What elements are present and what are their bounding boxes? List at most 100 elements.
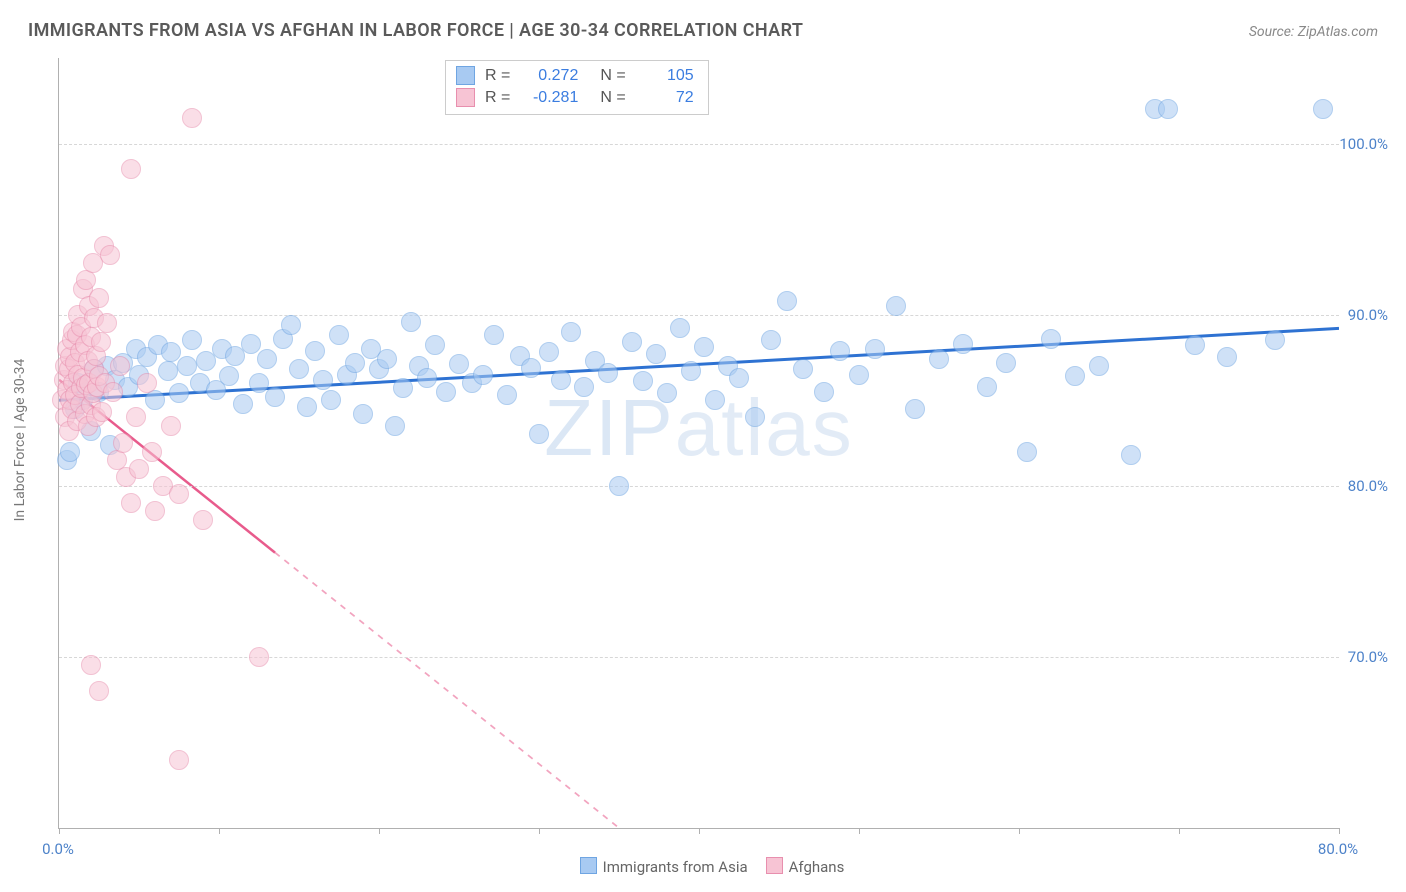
x-tick-label: 0.0%: [42, 840, 74, 858]
data-point: [169, 750, 189, 770]
data-point: [182, 108, 202, 128]
data-point: [241, 334, 261, 354]
legend-swatch: [766, 857, 783, 874]
x-tick: [699, 828, 700, 834]
data-point: [91, 332, 111, 352]
data-point: [89, 681, 109, 701]
stats-row: R = -0.281 N = 72: [456, 87, 694, 109]
data-point: [1065, 366, 1085, 386]
y-tick-label: 70.0%: [1348, 648, 1388, 666]
chart-title: IMMIGRANTS FROM ASIA VS AFGHAN IN LABOR …: [28, 20, 803, 41]
data-point: [103, 382, 123, 402]
data-point: [60, 442, 80, 462]
data-point: [633, 371, 653, 391]
data-point: [219, 366, 239, 386]
data-point: [169, 383, 189, 403]
data-point: [529, 424, 549, 444]
data-point: [1121, 445, 1141, 465]
data-point: [76, 270, 96, 290]
chart-plot-area: ZIPatlas: [58, 58, 1339, 829]
legend-swatch: [456, 88, 475, 107]
data-point: [539, 342, 559, 362]
data-point: [289, 359, 309, 379]
y-tick-label: 100.0%: [1339, 135, 1388, 153]
data-point: [777, 291, 797, 311]
x-tick: [219, 828, 220, 834]
stat-n-value: 72: [636, 87, 694, 109]
y-axis-label: In Labor Force | Age 30-34: [12, 359, 28, 522]
data-point: [169, 484, 189, 504]
data-point: [92, 402, 112, 422]
data-point: [551, 370, 571, 390]
data-point: [377, 349, 397, 369]
data-point: [521, 358, 541, 378]
data-point: [305, 341, 325, 361]
gridline-horizontal: [59, 486, 1339, 487]
watermark: ZIPatlas: [544, 382, 853, 474]
y-tick-label: 80.0%: [1348, 477, 1388, 495]
data-point: [161, 416, 181, 436]
data-point: [830, 341, 850, 361]
data-point: [436, 382, 456, 402]
data-point: [81, 655, 101, 675]
stat-n-label: N =: [600, 87, 625, 109]
gridline-horizontal: [59, 144, 1339, 145]
stat-r-value: 0.272: [520, 65, 578, 87]
data-point: [193, 510, 213, 530]
data-point: [345, 353, 365, 373]
data-point: [449, 354, 469, 374]
data-point: [313, 370, 333, 390]
stat-r-label: R =: [485, 65, 510, 87]
x-tick: [59, 828, 60, 834]
stat-r-label: R =: [485, 87, 510, 109]
data-point: [158, 361, 178, 381]
regression-line-dashed: [275, 553, 619, 828]
data-point: [1158, 99, 1178, 119]
x-tick: [539, 828, 540, 834]
stat-r-value: -0.281: [520, 87, 578, 109]
y-tick-label: 90.0%: [1348, 306, 1388, 324]
x-tick: [1019, 828, 1020, 834]
data-point: [182, 330, 202, 350]
data-point: [142, 442, 162, 462]
data-point: [705, 390, 725, 410]
data-point: [609, 476, 629, 496]
data-point: [401, 312, 421, 332]
data-point: [385, 416, 405, 436]
data-point: [745, 407, 765, 427]
data-point: [849, 365, 869, 385]
data-point: [694, 337, 714, 357]
data-point: [233, 394, 253, 414]
data-point: [121, 493, 141, 513]
data-point: [1313, 99, 1333, 119]
data-point: [886, 296, 906, 316]
gridline-horizontal: [59, 315, 1339, 316]
data-point: [177, 356, 197, 376]
data-point: [1089, 356, 1109, 376]
data-point: [761, 330, 781, 350]
stat-n-label: N =: [600, 65, 625, 87]
data-point: [1017, 442, 1037, 462]
x-tick-label: 80.0%: [1318, 840, 1358, 858]
data-point: [929, 349, 949, 369]
data-point: [257, 349, 277, 369]
data-point: [977, 377, 997, 397]
x-tick: [859, 828, 860, 834]
data-point: [1217, 347, 1237, 367]
data-point: [417, 368, 437, 388]
data-point: [329, 325, 349, 345]
data-point: [100, 245, 120, 265]
data-point: [561, 322, 581, 342]
data-point: [249, 647, 269, 667]
data-point: [393, 378, 413, 398]
data-point: [729, 368, 749, 388]
data-point: [865, 339, 885, 359]
data-point: [110, 356, 130, 376]
data-point: [126, 407, 146, 427]
data-point: [1041, 329, 1061, 349]
data-point: [953, 334, 973, 354]
data-point: [814, 382, 834, 402]
data-point: [670, 318, 690, 338]
legend-swatch: [580, 857, 597, 874]
stat-n-value: 105: [636, 65, 694, 87]
